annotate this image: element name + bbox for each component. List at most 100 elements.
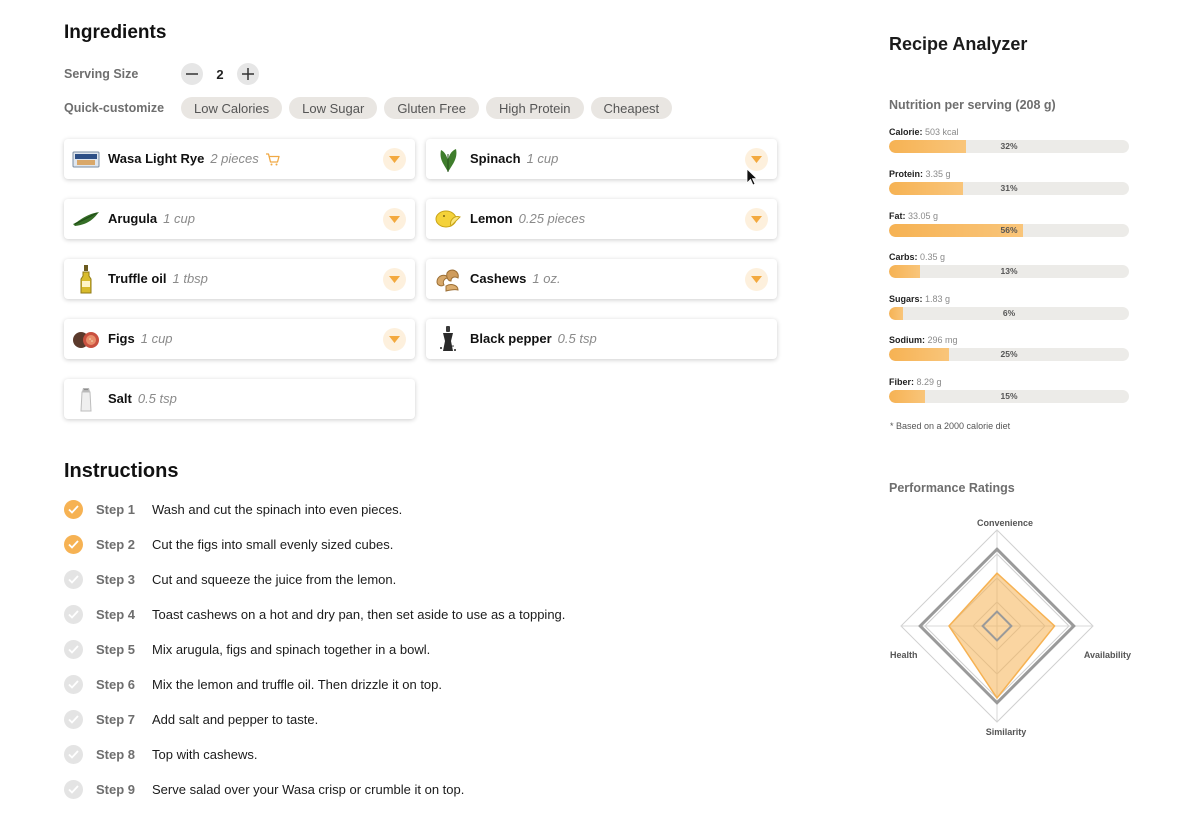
lemon-icon (432, 203, 464, 235)
nutrient-amount: 296 mg (927, 335, 958, 345)
step-label: Step 9 (96, 781, 136, 797)
instruction-step[interactable]: Step 9 Serve salad over your Wasa crisp … (64, 779, 464, 799)
ingredient-name: Lemon (470, 211, 513, 226)
step-text: Wash and cut the spinach into even piece… (152, 501, 403, 517)
checkmark-icon[interactable] (64, 499, 83, 519)
quick-customize-row: Quick-customize Low Calories Low Sugar G… (64, 97, 679, 119)
nutrient-percent: 13% (1000, 266, 1018, 276)
ingredient-card-salt[interactable]: Salt 0.5 tsp (64, 379, 415, 419)
nutrient-bar: Calorie: 503 kcal 32% (889, 127, 1129, 153)
ingredients-title: Ingredients (64, 22, 167, 43)
checkmark-icon[interactable] (64, 534, 83, 554)
radar-rating-series (948, 572, 1056, 700)
nutrient-amount: 33.05 g (908, 211, 939, 221)
step-text: Mix the lemon and truffle oil. Then driz… (152, 676, 443, 692)
ingredient-dropdown-button[interactable] (745, 148, 768, 171)
step-text: Cut and squeeze the juice from the lemon… (152, 571, 397, 587)
instruction-step[interactable]: Step 6 Mix the lemon and truffle oil. Th… (64, 674, 442, 694)
nutrient-percent: 15% (1000, 391, 1018, 401)
checkmark-icon[interactable] (64, 744, 83, 764)
step-text: Toast cashews on a hot and dry pan, then… (152, 606, 566, 622)
nutrient-fill (889, 224, 1024, 237)
checkmark-icon[interactable] (64, 639, 83, 659)
ingredient-dropdown-button[interactable] (383, 208, 406, 231)
instruction-step[interactable]: Step 4 Toast cashews on a hot and dry pa… (64, 604, 565, 624)
ingredient-qty: 1 cup (526, 151, 559, 166)
chip-low-sugar[interactable]: Low Sugar (289, 97, 378, 119)
step-label: Step 1 (96, 501, 136, 517)
instruction-step[interactable]: Step 2 Cut the figs into small evenly si… (64, 534, 393, 554)
nutrient-fill (889, 348, 949, 361)
chevron-down-icon (751, 276, 762, 283)
step-label: Step 6 (96, 676, 136, 692)
ingredient-card-figs[interactable]: Figs 1 cup (64, 319, 415, 359)
instruction-step[interactable]: Step 8 Top with cashews. (64, 744, 258, 764)
ingredient-dropdown-button[interactable] (383, 148, 406, 171)
nutrient-track: 56% (889, 224, 1129, 237)
instruction-step[interactable]: Step 3 Cut and squeeze the juice from th… (64, 569, 396, 589)
chip-cheapest[interactable]: Cheapest (590, 97, 673, 119)
ingredient-dropdown-button[interactable] (383, 328, 406, 351)
nutrient-name: Fat: (889, 211, 906, 221)
checkmark-icon[interactable] (64, 709, 83, 729)
pepper-grinder-icon (432, 323, 464, 355)
diet-footnote: * Based on a 2000 calorie diet (890, 421, 1011, 431)
ingredient-dropdown-button[interactable] (745, 268, 768, 291)
nutrient-fill (889, 140, 966, 153)
chip-high-protein[interactable]: High Protein (485, 97, 584, 119)
plus-icon (242, 68, 254, 80)
serving-size-value: 2 (216, 66, 224, 82)
ingredient-card-spinach[interactable]: Spinach 1 cup (426, 139, 777, 179)
nutrient-fill (889, 265, 921, 278)
cashews-icon (432, 263, 464, 295)
ingredient-name: Wasa Light Rye (108, 151, 205, 166)
nutrient-name: Fiber: (889, 377, 915, 387)
nutrient-amount: 1.83 g (925, 294, 951, 304)
cart-icon[interactable] (265, 153, 280, 166)
ingredient-card-wasa[interactable]: Wasa Light Rye 2 pieces (64, 139, 415, 179)
instruction-step[interactable]: Step 1 Wash and cut the spinach into eve… (64, 499, 402, 519)
nutrient-bar: Sodium: 296 mg 25% (889, 335, 1129, 361)
nutrient-name: Sodium: (889, 335, 925, 345)
instruction-step[interactable]: Step 5 Mix arugula, figs and spinach tog… (64, 639, 430, 659)
chip-gluten-free[interactable]: Gluten Free (384, 97, 479, 119)
ingredient-card-truffle-oil[interactable]: Truffle oil 1 tbsp (64, 259, 415, 299)
checkmark-icon[interactable] (64, 674, 83, 694)
ingredient-name: Cashews (470, 271, 527, 286)
instruction-step[interactable]: Step 7 Add salt and pepper to taste. (64, 709, 318, 729)
nutrient-percent: 6% (1002, 308, 1016, 318)
step-text: Cut the figs into small evenly sized cub… (152, 536, 394, 552)
step-label: Step 4 (96, 606, 136, 622)
step-label: Step 5 (96, 641, 136, 657)
chip-low-calories[interactable]: Low Calories (181, 97, 283, 119)
radar-axis-label-availability: Availability (1084, 650, 1131, 660)
step-text: Top with cashews. (152, 746, 258, 762)
ingredient-qty: 0.5 tsp (137, 391, 177, 406)
checkmark-icon[interactable] (64, 604, 83, 624)
ingredient-card-black-pepper[interactable]: Black pepper 0.5 tsp (426, 319, 777, 359)
nutrient-bar: Fiber: 8.29 g 15% (889, 377, 1129, 403)
ingredient-qty: 1 oz. (532, 271, 561, 286)
decrease-serving-button[interactable] (181, 63, 203, 85)
ingredient-card-cashews[interactable]: Cashews 1 oz. (426, 259, 777, 299)
increase-serving-button[interactable] (237, 63, 259, 85)
nutrient-track: 32% (889, 140, 1129, 153)
ingredient-dropdown-button[interactable] (383, 268, 406, 291)
ingredient-card-lemon[interactable]: Lemon 0.25 pieces (426, 199, 777, 239)
checkmark-icon[interactable] (64, 569, 83, 589)
ingredient-name: Arugula (108, 211, 158, 226)
nutrient-amount: 8.29 g (916, 377, 942, 387)
serving-size-label: Serving Size (64, 67, 139, 81)
ingredient-card-arugula[interactable]: Arugula 1 cup (64, 199, 415, 239)
nutrient-percent: 32% (1000, 141, 1018, 151)
checkmark-icon[interactable] (64, 779, 83, 799)
step-label: Step 7 (96, 711, 136, 727)
ingredient-dropdown-button[interactable] (745, 208, 768, 231)
chevron-down-icon (751, 156, 762, 163)
nutrition-title: Nutrition per serving (208 g) (889, 98, 1056, 112)
nutrient-amount: 503 kcal (925, 127, 959, 137)
step-text: Mix arugula, figs and spinach together i… (152, 641, 431, 657)
mouse-cursor-icon (746, 168, 758, 186)
nutrient-percent: 31% (1000, 183, 1018, 193)
